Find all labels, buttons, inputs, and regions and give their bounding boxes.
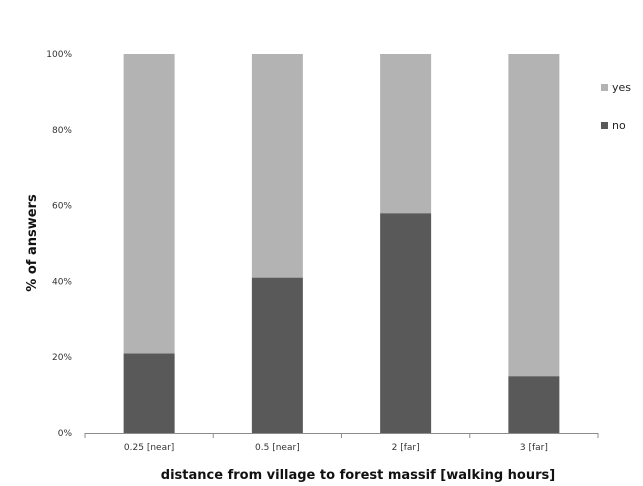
bar-no-3 (508, 376, 560, 433)
legend: yes no (601, 81, 631, 132)
y-axis-title: % of answers (25, 194, 40, 292)
x-tick-label: 3 [far] (520, 443, 548, 453)
x-tick-label: 0.5 [near] (255, 443, 300, 453)
bar-yes-3 (508, 54, 560, 377)
bar-no-0 (123, 353, 175, 433)
legend-swatch-yes (601, 84, 608, 91)
y-tick-label: 40% (52, 277, 72, 287)
bars-group (123, 54, 560, 433)
bar-yes-1 (251, 54, 303, 278)
x-tick-label: 0.25 [near] (124, 443, 174, 453)
bar-no-1 (251, 277, 303, 433)
x-axis-title: distance from village to forest massif [… (161, 468, 555, 483)
bar-yes-2 (380, 54, 432, 214)
legend-swatch-no (601, 122, 608, 129)
y-tick-label: 100% (46, 50, 72, 60)
bar-no-2 (380, 213, 432, 433)
y-tick-label: 60% (52, 202, 72, 212)
y-tick-label: 0% (58, 429, 73, 439)
y-tick-label: 20% (52, 353, 72, 363)
bar-yes-0 (123, 54, 175, 354)
y-axis-tick-labels: 0% 20% 40% 60% 80% 100% (46, 50, 72, 439)
y-tick-label: 80% (52, 126, 72, 136)
legend-label-yes: yes (612, 81, 631, 94)
legend-label-no: no (612, 119, 626, 132)
x-tick-label: 2 [far] (392, 443, 420, 453)
x-axis-ticks: 0.25 [near] 0.5 [near] 2 [far] 3 [far] (84, 433, 599, 453)
